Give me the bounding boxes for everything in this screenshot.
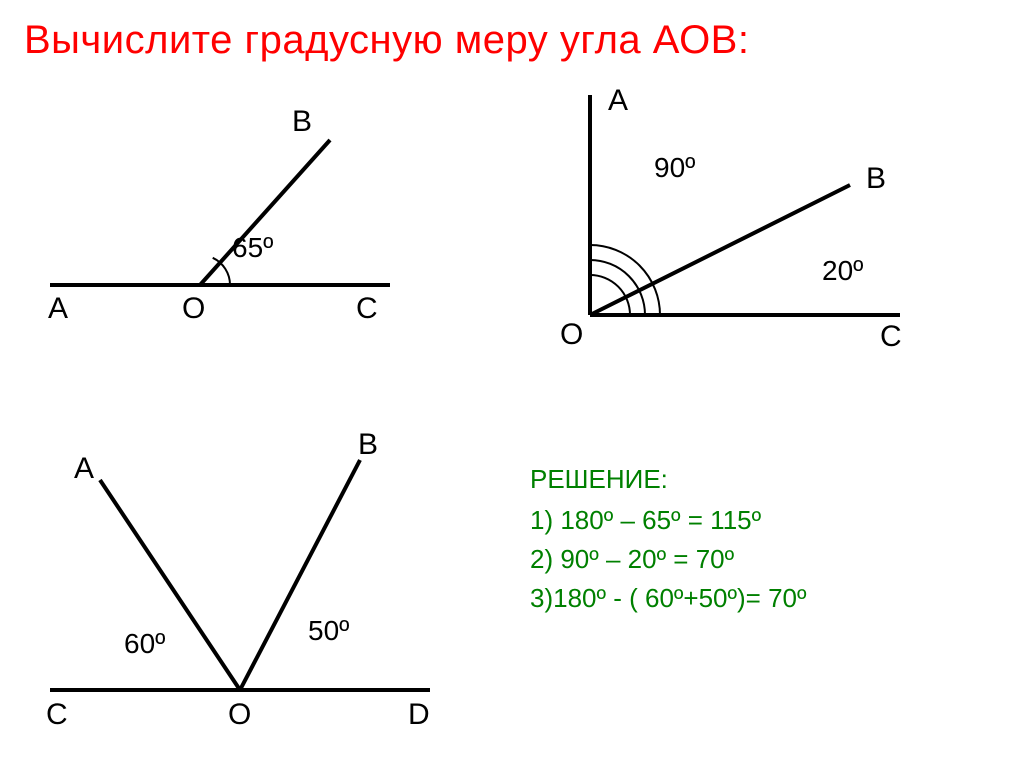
d3-label-B: B [358, 428, 378, 462]
d3-label-fifty: 50º [308, 615, 349, 647]
d2-label-ninety: 90º [654, 152, 695, 184]
diagram-2 [530, 85, 910, 345]
d2-label-B: B [866, 162, 886, 196]
d3-label-sixty: 60º [124, 628, 165, 660]
d2-label-C: C [880, 320, 902, 354]
d2-label-twenty: 20º [822, 255, 863, 287]
solution-block: РЕШЕНИЕ: 1) 180º – 65º = 115º 2) 90º – 2… [530, 460, 806, 618]
d1-label-B: B [292, 105, 312, 139]
d3-label-C: C [46, 698, 68, 732]
d2-label-A: A [608, 84, 628, 118]
d2-label-O: O [560, 318, 583, 352]
d1-label-C: C [356, 292, 378, 326]
d1-label-angle: 65º [232, 232, 273, 264]
solution-line-1: 1) 180º – 65º = 115º [530, 501, 806, 540]
page-title: Вычислите градусную меру угла АОВ: [24, 18, 749, 63]
d1-label-A: A [48, 292, 68, 326]
diagram-1 [30, 95, 410, 325]
d3-label-O: O [228, 698, 251, 732]
d3-label-D: D [408, 698, 430, 732]
solution-line-2: 2) 90º – 20º = 70º [530, 540, 806, 579]
solution-header: РЕШЕНИЕ: [530, 460, 806, 499]
d3-label-A: A [74, 452, 94, 486]
d1-label-O: O [182, 292, 205, 326]
solution-line-3: 3)180º - ( 60º+50º)= 70º [530, 579, 806, 618]
